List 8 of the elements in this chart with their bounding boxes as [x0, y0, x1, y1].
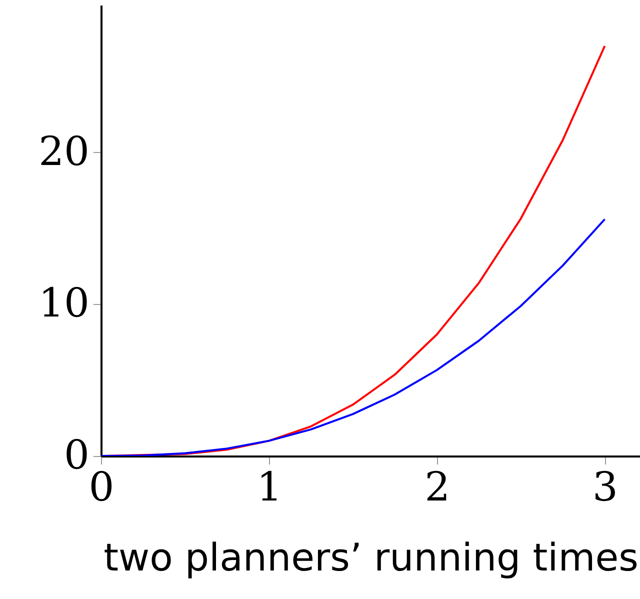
- x-tick-label: 3: [592, 464, 618, 510]
- y-tick-label: 10: [38, 280, 90, 327]
- y-tick-label: 20: [38, 128, 90, 175]
- x-tick-label: 1: [256, 464, 282, 510]
- line-series: [101, 218, 606, 456]
- x-tick-label: 2: [424, 464, 450, 510]
- y-tick-label: 0: [64, 432, 90, 478]
- x-axis-title: two planners’ running times: [104, 536, 638, 580]
